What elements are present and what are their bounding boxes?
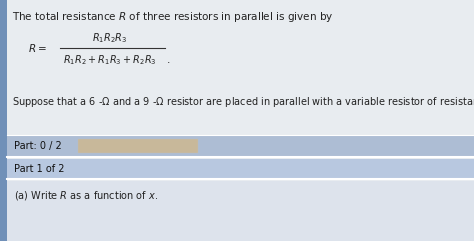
Bar bbox=[7, 135, 474, 157]
Bar bbox=[7, 181, 474, 241]
Text: (a) Write $R$ as a function of $x$.: (a) Write $R$ as a function of $x$. bbox=[14, 189, 158, 202]
Text: Part 1 of 2: Part 1 of 2 bbox=[14, 164, 64, 174]
Text: Part: 0 / 2: Part: 0 / 2 bbox=[14, 141, 62, 151]
Text: $R_1R_2+R_1R_3+R_2R_3$: $R_1R_2+R_1R_3+R_2R_3$ bbox=[63, 53, 157, 67]
Text: Suppose that a 6 -Ω and a 9 -Ω resistor are placed in parallel with a variable r: Suppose that a 6 -Ω and a 9 -Ω resistor … bbox=[12, 95, 474, 109]
Bar bbox=[78, 139, 198, 153]
Text: .: . bbox=[167, 55, 170, 65]
Text: $R_1R_2R_3$: $R_1R_2R_3$ bbox=[92, 31, 128, 45]
Bar bbox=[0, 0, 7, 241]
Bar bbox=[7, 159, 474, 179]
Text: The total resistance $R$ of three resistors in parallel is given by: The total resistance $R$ of three resist… bbox=[12, 10, 333, 24]
Text: $R=$: $R=$ bbox=[28, 42, 47, 54]
